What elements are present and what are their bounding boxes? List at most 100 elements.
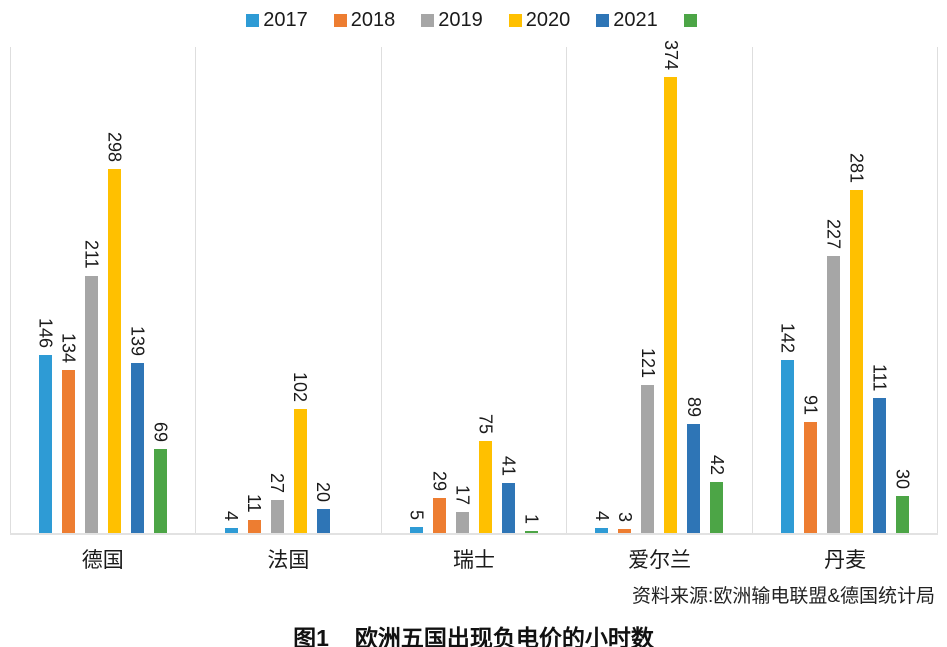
bar-2020-丹麦 [849, 190, 863, 533]
bar-slot: 298 [103, 132, 126, 533]
bar-green-德国 [154, 449, 168, 533]
bar-green-爱尔兰 [710, 482, 724, 533]
bar-value-label: 42 [706, 454, 727, 475]
bar-value-label: 142 [777, 322, 798, 353]
category-label-瑞士: 瑞士 [452, 549, 495, 572]
legend-swatch-icon [246, 13, 260, 27]
legend-label: 2019 [438, 9, 483, 31]
bar-slot: 75 [474, 414, 497, 533]
legend-item-unlabeled [683, 13, 701, 27]
bar-slot: 29 [428, 471, 451, 533]
bar-slot: 5 [405, 510, 428, 533]
bar-value-label: 29 [429, 470, 450, 491]
bar-2017-德国 [39, 355, 53, 533]
bar-2020-瑞士 [479, 441, 493, 533]
bar-value-label: 211 [81, 240, 102, 269]
bar-2021-德国 [131, 363, 145, 533]
bar-value-label: 69 [150, 421, 171, 442]
bar-2018-爱尔兰 [618, 529, 632, 533]
legend-label: 2018 [350, 9, 396, 31]
bar-slot: 211 [80, 240, 103, 533]
bar-value-label: 146 [35, 317, 56, 348]
bar-value-label: 5 [406, 509, 427, 520]
legend-label: 2020 [525, 9, 571, 31]
bar-2020-爱尔兰 [664, 77, 678, 533]
bar-slot: 102 [289, 372, 312, 533]
bar-slot: 4 [590, 511, 613, 533]
bar-slot: 11 [243, 494, 266, 533]
bar-slot: 146 [34, 318, 57, 533]
bar-slot: 89 [682, 397, 705, 533]
bar-2019-法国 [270, 500, 284, 533]
legend-item-2021: 2021 [596, 10, 658, 30]
bar-slot: 20 [312, 482, 335, 533]
panel-爱尔兰: 4 3 121 374 89 42 [566, 40, 751, 533]
bar-chart: 146 134 211 298 139 69 4 11 27 102 20 5 29 17 75 41 1 4 3 1… [10, 40, 939, 535]
bar-slot: 1 [520, 514, 543, 533]
bar-value-label: 298 [104, 131, 125, 162]
panel-丹麦: 142 91 227 281 111 30 [751, 47, 939, 533]
bar-2019-丹麦 [826, 256, 840, 533]
bar-2021-丹麦 [872, 398, 886, 533]
bar-2021-法国 [316, 509, 330, 533]
bar-value-label: 3 [614, 511, 635, 522]
category-label-爱尔兰: 爱尔兰 [628, 549, 692, 572]
bar-value-label: 121 [637, 347, 658, 378]
panel-德国: 146 134 211 298 139 69 [10, 47, 195, 533]
bar-value-label: 41 [498, 455, 519, 476]
bar-slot: 121 [636, 348, 659, 533]
bar-2017-爱尔兰 [595, 528, 609, 533]
bar-value-label: 139 [127, 325, 148, 356]
bar-2021-瑞士 [502, 483, 516, 533]
bar-2018-瑞士 [433, 498, 447, 533]
bar-value-label: 89 [683, 396, 704, 417]
legend-swatch-icon [333, 13, 347, 27]
bar-value-label: 11 [244, 494, 265, 513]
bar-value-label: 30 [892, 468, 913, 489]
bar-value-label: 374 [660, 39, 681, 70]
bar-2017-瑞士 [410, 527, 424, 533]
bar-2018-法国 [247, 520, 261, 533]
bar-slot: 30 [891, 469, 914, 533]
bar-2020-德国 [108, 169, 122, 533]
legend-item-2019: 2019 [421, 10, 483, 30]
bar-slot: 27 [266, 473, 289, 533]
bar-2019-爱尔兰 [641, 385, 655, 533]
panel-瑞士: 5 29 17 75 41 1 [380, 47, 566, 533]
bar-slot: 3 [613, 512, 636, 533]
bar-value-label: 4 [591, 510, 612, 521]
legend-swatch-icon [421, 13, 435, 27]
bar-2021-爱尔兰 [687, 424, 701, 533]
bar-value-label: 4 [221, 510, 242, 521]
bar-2020-法国 [293, 409, 307, 533]
bar-slot: 91 [799, 395, 822, 533]
bar-2017-丹麦 [780, 360, 794, 533]
category-label-法国: 法国 [267, 549, 310, 572]
bar-slot: 227 [822, 219, 845, 533]
figure-caption: 图1 欧洲五国出现负电价的小时数 [0, 619, 947, 647]
panel-法国: 4 11 27 102 20 [195, 47, 380, 533]
bar-value-label: 17 [452, 484, 473, 505]
legend-item-2018: 2018 [333, 9, 396, 31]
category-axis: 德国 法国 瑞士 爱尔兰 丹麦 [10, 535, 938, 574]
bar-slot: 139 [126, 326, 149, 533]
legend-swatch-icon [508, 13, 522, 27]
bar-slot: 142 [776, 323, 799, 533]
bar-value-label: 27 [267, 472, 288, 493]
bar-slot: 17 [451, 485, 474, 533]
bar-slot: 281 [845, 153, 868, 533]
bar-value-label: 281 [846, 152, 867, 183]
legend-label: 2021 [613, 9, 658, 31]
bar-green-瑞士 [525, 531, 539, 533]
legend-item-2017: 2017 [246, 10, 308, 30]
bar-value-label: 134 [58, 332, 79, 363]
legend-swatch-icon [596, 13, 610, 27]
figure-number: 图1 [293, 625, 329, 647]
chart-legend: 2017 2018 2019 2020 2021 [0, 0, 947, 33]
bar-slot: 111 [868, 364, 891, 533]
bar-value-label: 102 [290, 371, 311, 402]
bar-value-label: 227 [823, 218, 844, 249]
bar-slot: 374 [659, 40, 682, 533]
bar-green-丹麦 [895, 496, 909, 533]
